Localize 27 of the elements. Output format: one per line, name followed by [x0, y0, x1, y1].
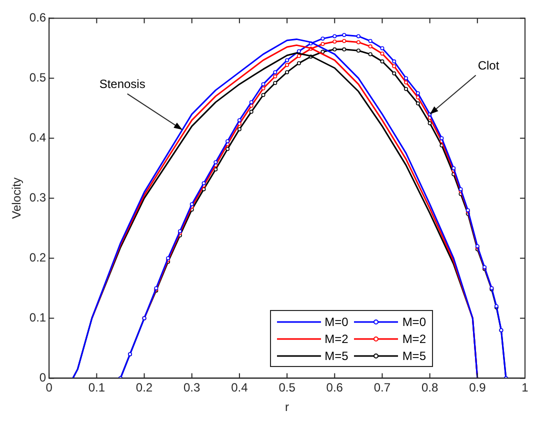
y-tick-label: 0.6 [29, 10, 46, 25]
x-tick-label: 0.9 [469, 380, 486, 395]
x-tick-label: 0.8 [421, 380, 438, 395]
y-tick-label: 0 [39, 370, 46, 385]
y-axis-title: Velocity [10, 178, 24, 219]
x-tick-label: 0.3 [184, 380, 201, 395]
y-tick-label: 0.3 [29, 190, 46, 205]
annotation: Clot [478, 58, 500, 73]
legend-label: M=2 [324, 332, 348, 346]
x-tick-label: 0.7 [374, 380, 391, 395]
x-tick-label: 1 [522, 380, 529, 395]
legend-label: M=0 [402, 314, 426, 328]
legend-label: M=2 [402, 332, 426, 346]
x-tick-label: 0.6 [326, 380, 344, 395]
y-tick-label: 0.5 [29, 70, 46, 85]
x-tick-label: 0.2 [136, 380, 153, 395]
y-tick-label: 0.2 [29, 250, 46, 265]
legend-label: M=5 [402, 348, 426, 362]
y-tick-label: 0.1 [29, 310, 46, 325]
legend-label: M=0 [324, 314, 348, 328]
legend-label: M=5 [324, 348, 348, 362]
x-tick-label: 0.4 [231, 380, 248, 395]
x-axis-title: r [285, 400, 290, 414]
x-tick-label: 0.1 [88, 380, 106, 395]
y-tick-label: 0.4 [29, 130, 46, 145]
annotation: Stenosis [99, 77, 146, 92]
x-tick-label: 0.5 [278, 380, 296, 395]
